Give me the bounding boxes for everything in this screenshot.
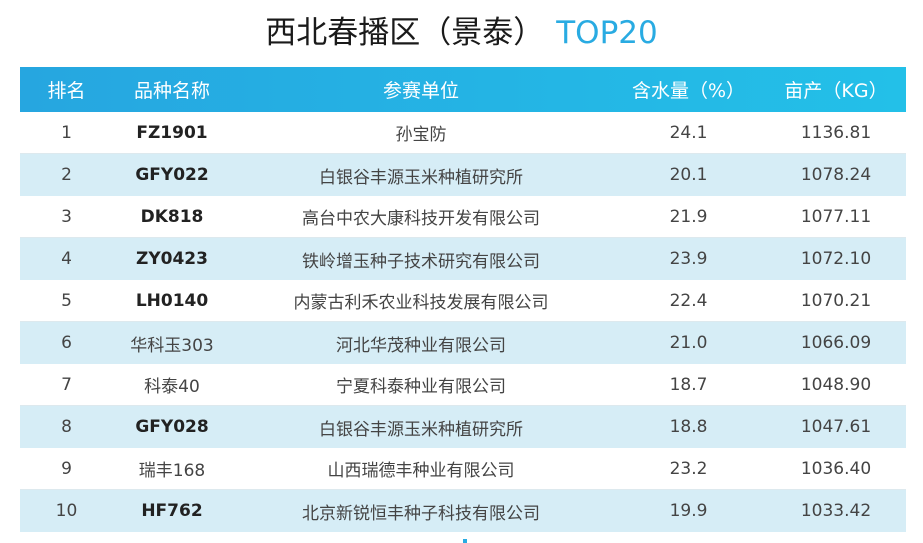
title-accent-text: TOP20: [556, 15, 658, 51]
header-rank: 排名: [47, 80, 86, 102]
entrant-unit-cell: 宁夏科泰种业有限公司: [336, 377, 506, 397]
rank-cell: 5: [61, 290, 72, 311]
yield-cell: 1070.21: [800, 290, 872, 311]
entrant-unit-cell: 河北华茂种业有限公司: [336, 335, 506, 356]
yield-cell: 1047.61: [800, 417, 872, 437]
rank-cell: 9: [61, 458, 72, 479]
rank-cell: 7: [61, 374, 72, 395]
variety-name-cell: LH0140: [135, 290, 209, 311]
table-header: 排名 品种名称 参赛单位 含水量（%） 亩产（KG）: [20, 67, 906, 112]
table-row: 7 科泰40 宁夏科泰种业有限公司 18.7 1048.90: [20, 364, 906, 406]
entrant-unit-cell: 白银谷丰源玉米种植研究所: [319, 419, 523, 440]
table-row: 6 华科玉303 河北华茂种业有限公司 21.0 1066.09: [20, 322, 906, 364]
variety-name-cell: 瑞丰168: [138, 461, 206, 481]
rank-cell: 4: [61, 249, 72, 269]
water-content-cell: 20.1: [669, 165, 708, 185]
rank-cell: 2: [61, 165, 72, 185]
entrant-unit-cell: 铁岭增玉种子技术研究有限公司: [302, 251, 540, 272]
entrant-unit-cell: 山西瑞德丰种业有限公司: [327, 461, 515, 481]
yield-cell: 1036.40: [800, 458, 872, 479]
water-content-cell: 24.1: [669, 122, 708, 143]
water-content-cell: 21.0: [669, 333, 708, 353]
yield-cell: 1072.10: [800, 249, 872, 269]
variety-name-cell: HF762: [141, 501, 203, 521]
rank-cell: 6: [61, 333, 72, 353]
table-row: 1 FZ1901 孙宝防 24.1 1136.81: [20, 112, 906, 154]
yield-cell: 1048.90: [800, 374, 872, 395]
header-yield: 亩产（KG）: [784, 80, 888, 102]
variety-name-cell: 科泰40: [144, 377, 200, 397]
table-row: 10 HF762 北京新锐恒丰种子科技有限公司 19.9 1033.42: [20, 490, 906, 532]
variety-name-cell: GFY022: [135, 165, 209, 185]
entrant-unit-cell: 孙宝防: [395, 125, 447, 145]
yield-cell: 1078.24: [800, 165, 872, 185]
rank-cell: 1: [61, 122, 72, 143]
water-content-cell: 19.9: [669, 501, 708, 521]
water-content-cell: 18.8: [669, 417, 708, 437]
yield-cell: 1033.42: [800, 501, 872, 521]
rank-cell: 3: [61, 206, 72, 227]
water-content-cell: 21.9: [669, 206, 708, 227]
table-row: 8 GFY028 白银谷丰源玉米种植研究所 18.8 1047.61: [20, 406, 906, 448]
ranking-table: 排名 品种名称 参赛单位 含水量（%） 亩产（KG） 1 FZ1901 孙宝防 24.…: [20, 67, 906, 532]
table-row: 4 ZY0423 铁岭增玉种子技术研究有限公司 23.9 1072.10: [20, 238, 906, 280]
title-main-text: 西北春播区（景泰）: [265, 15, 545, 51]
variety-name-cell: GFY028: [135, 417, 209, 437]
water-content-cell: 23.2: [669, 458, 708, 479]
page-title: 西北春播区（景泰） TOP20: [0, 8, 923, 58]
entrant-unit-cell: 内蒙古利禾农业科技发展有限公司: [293, 293, 549, 313]
header-entrant-unit: 参赛单位: [382, 80, 459, 102]
yield-cell: 1066.09: [800, 333, 872, 353]
rank-cell: 10: [55, 501, 78, 521]
rank-cell: 8: [61, 417, 72, 437]
water-content-cell: 23.9: [669, 249, 708, 269]
header-water-content: 含水量（%）: [631, 80, 746, 102]
variety-name-cell: ZY0423: [136, 249, 208, 269]
yield-cell: 1136.81: [800, 122, 872, 143]
table-row: 5 LH0140 内蒙古利禾农业科技发展有限公司 22.4 1070.21: [20, 280, 906, 322]
header-variety-name: 品种名称: [133, 80, 210, 102]
footer-accent-mark: [463, 539, 467, 543]
table-row: 2 GFY022 白银谷丰源玉米种植研究所 20.1 1078.24: [20, 154, 906, 196]
variety-name-cell: FZ1901: [136, 122, 208, 143]
yield-cell: 1077.11: [800, 206, 872, 227]
entrant-unit-cell: 高台中农大康科技开发有限公司: [302, 209, 540, 229]
variety-name-cell: 华科玉303: [130, 335, 214, 356]
entrant-unit-cell: 北京新锐恒丰种子科技有限公司: [302, 503, 540, 524]
table-row: 3 DK818 高台中农大康科技开发有限公司 21.9 1077.11: [20, 196, 906, 238]
water-content-cell: 18.7: [669, 374, 708, 395]
entrant-unit-cell: 白银谷丰源玉米种植研究所: [319, 167, 523, 188]
water-content-cell: 22.4: [669, 290, 708, 311]
table-body: 1 FZ1901 孙宝防 24.1 1136.81 2 GFY022 白银谷丰源玉米种植研究所…: [20, 112, 906, 532]
variety-name-cell: DK818: [140, 206, 204, 227]
table-row: 9 瑞丰168 山西瑞德丰种业有限公司 23.2 1036.40: [20, 448, 906, 490]
